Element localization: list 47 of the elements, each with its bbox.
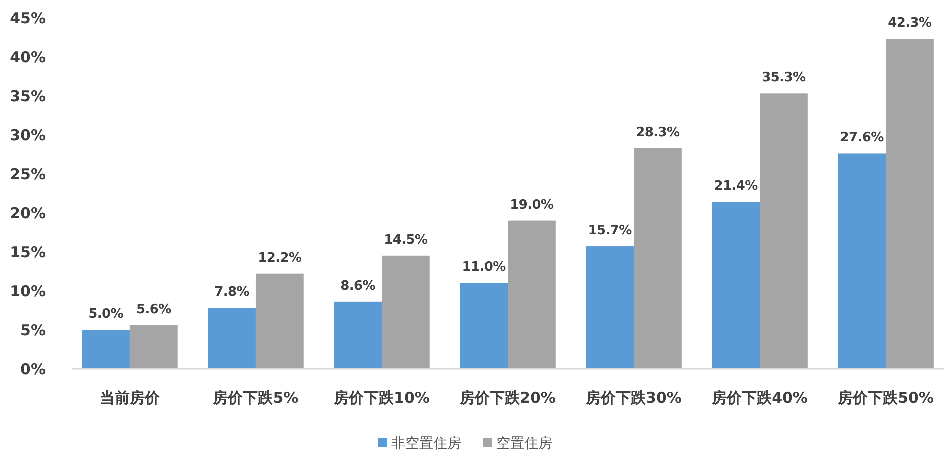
bar	[130, 325, 178, 369]
bar	[712, 202, 760, 369]
y-tick-label: 0%	[20, 360, 46, 378]
data-label: 35.3%	[762, 70, 806, 86]
bar	[82, 330, 130, 369]
bar	[334, 302, 382, 369]
bar	[256, 274, 304, 369]
bar	[838, 154, 886, 369]
y-tick-label: 15%	[10, 243, 46, 262]
y-tick-label: 45%	[10, 9, 46, 28]
data-label: 5.0%	[88, 307, 124, 322]
data-label: 21.4%	[714, 179, 758, 194]
y-tick-label: 20%	[10, 204, 46, 222]
legend-label: 空置住房	[496, 436, 552, 452]
data-label: 8.6%	[340, 278, 376, 294]
data-label: 42.3%	[888, 16, 932, 32]
y-tick-label: 25%	[10, 165, 46, 184]
data-label: 7.8%	[214, 285, 250, 300]
x-tick-label: 房价下跌40%	[711, 389, 808, 407]
x-tick-label: 当前房价	[100, 389, 161, 407]
bar	[886, 39, 934, 369]
y-tick-label: 40%	[10, 48, 46, 66]
bar	[382, 256, 430, 369]
bar	[508, 220, 556, 369]
bar	[760, 94, 808, 369]
bar	[586, 246, 634, 369]
x-tick-label: 房价下跌10%	[333, 389, 430, 407]
y-tick-label: 5%	[20, 321, 46, 340]
bar	[460, 283, 508, 369]
x-tick-label: 房价下跌50%	[837, 389, 934, 407]
data-label: 19.0%	[510, 198, 554, 213]
x-tick-label: 房价下跌5%	[212, 389, 299, 407]
data-label: 12.2%	[258, 250, 302, 266]
data-label: 28.3%	[636, 125, 680, 140]
data-label: 15.7%	[588, 224, 632, 239]
x-tick-label: 房价下跌30%	[585, 389, 682, 407]
legend-label: 非空置住房	[392, 436, 462, 452]
x-tick-label: 房价下跌20%	[459, 389, 556, 407]
data-label: 5.6%	[136, 302, 172, 318]
data-label: 27.6%	[840, 130, 884, 146]
y-tick-label: 30%	[10, 126, 46, 144]
bar	[634, 148, 682, 369]
data-label: 11.0%	[462, 260, 506, 276]
data-label: 14.5%	[384, 232, 428, 248]
y-tick-label: 35%	[10, 87, 46, 106]
y-tick-label: 10%	[10, 282, 46, 300]
bar	[208, 308, 256, 369]
